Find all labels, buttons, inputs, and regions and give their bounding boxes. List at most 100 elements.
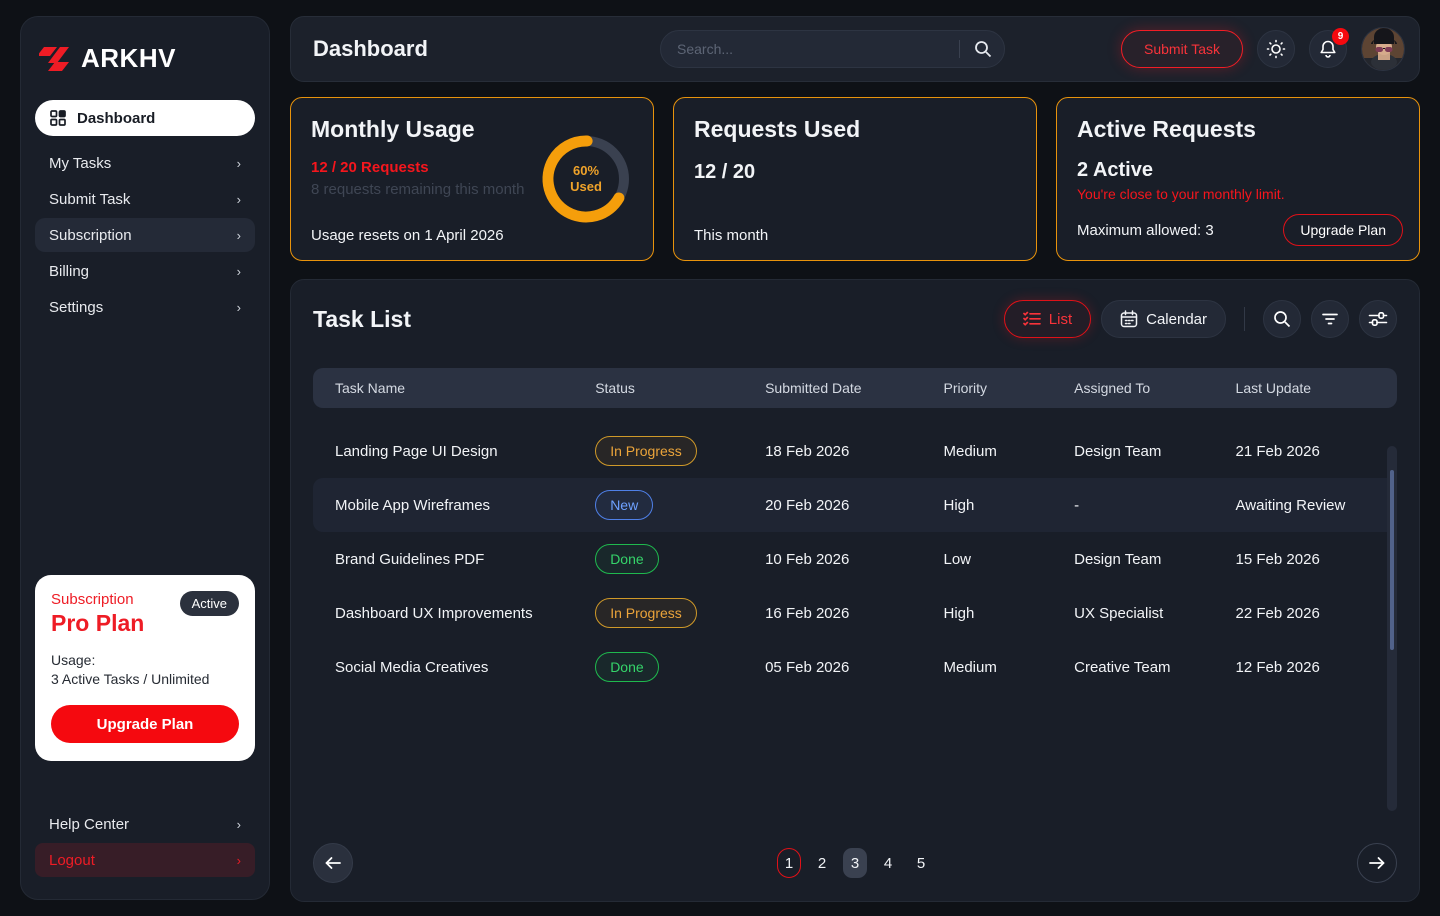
assigned-to-cell: UX Specialist bbox=[1074, 604, 1164, 622]
user-avatar-image bbox=[1362, 28, 1404, 70]
sidebar-item-dashboard[interactable]: Dashboard bbox=[35, 100, 255, 136]
task-name-cell: Brand Guidelines PDF bbox=[335, 550, 485, 568]
table-search-button[interactable] bbox=[1263, 300, 1301, 338]
task-list-card: Task List List bbox=[290, 279, 1420, 902]
sidebar-item-label: Submit Task bbox=[49, 190, 131, 208]
sidebar-item-settings[interactable]: Settings › bbox=[35, 290, 255, 324]
requests-used-title: Requests Used bbox=[694, 116, 861, 142]
table-row[interactable]: Brand Guidelines PDF Done 10 Feb 2026 Lo… bbox=[313, 532, 1397, 586]
last-update-cell: 15 Feb 2026 bbox=[1235, 550, 1320, 568]
sidebar: ARKHV Dashboard My Tasks › Submit Task ›… bbox=[20, 16, 270, 900]
chevron-right-icon: › bbox=[236, 299, 241, 315]
sidebar-item-submit-task[interactable]: Submit Task › bbox=[35, 182, 255, 216]
priority-cell: Low bbox=[943, 550, 972, 568]
view-calendar-button[interactable]: Calendar bbox=[1101, 300, 1226, 338]
user-avatar[interactable] bbox=[1361, 27, 1405, 71]
next-page-button[interactable] bbox=[1357, 843, 1397, 883]
monthly-usage-remaining: 8 requests remaining this month bbox=[311, 181, 525, 198]
active-requests-upgrade-button[interactable]: Upgrade Plan bbox=[1283, 214, 1403, 246]
column-header-priority: Priority bbox=[943, 380, 988, 396]
submitted-date-cell: 05 Feb 2026 bbox=[765, 658, 850, 676]
page-title: Dashboard bbox=[313, 36, 428, 61]
donut-percent-label: 60% bbox=[572, 162, 600, 178]
task-name-cell: Landing Page UI Design bbox=[335, 442, 498, 460]
sun-icon bbox=[1266, 39, 1286, 59]
sidebar-item-my-tasks[interactable]: My Tasks › bbox=[35, 146, 255, 180]
sidebar-upgrade-plan-button[interactable]: Upgrade Plan bbox=[51, 705, 239, 743]
assigned-to-cell: Creative Team bbox=[1074, 658, 1171, 676]
submitted-date-cell: 16 Feb 2026 bbox=[765, 604, 850, 622]
subscription-usage-label: Usage: bbox=[51, 652, 96, 669]
toolbar-divider bbox=[1244, 307, 1245, 331]
notifications-button[interactable]: 9 bbox=[1309, 28, 1349, 68]
bell-icon bbox=[1320, 40, 1336, 58]
status-badge: Done bbox=[595, 544, 659, 574]
list-icon bbox=[1022, 311, 1041, 326]
chevron-right-icon: › bbox=[236, 191, 241, 207]
subscription-card: Subscription Pro Plan Active Usage: 3 Ac… bbox=[35, 575, 255, 761]
priority-cell: Medium bbox=[943, 442, 997, 460]
submitted-date-cell: 18 Feb 2026 bbox=[765, 442, 850, 460]
sidebar-item-logout[interactable]: Logout › bbox=[35, 843, 255, 877]
table-header: Task Name Status Submitted Date Priority Ass… bbox=[313, 368, 1397, 408]
search-bar bbox=[660, 30, 1005, 68]
active-requests-title: Active Requests bbox=[1077, 116, 1256, 142]
priority-cell: Medium bbox=[943, 658, 997, 676]
arrow-right-icon bbox=[1369, 857, 1385, 869]
monthly-usage-reset-note: Usage resets on 1 April 2026 bbox=[311, 227, 504, 244]
donut-caption: Used bbox=[570, 179, 602, 194]
table-scrollbar[interactable] bbox=[1387, 446, 1397, 811]
page-number-2[interactable]: 2 bbox=[817, 854, 827, 872]
monthly-usage-highlight: 12 / 20 Requests bbox=[311, 159, 429, 176]
submit-task-button[interactable]: Submit Task bbox=[1121, 30, 1243, 68]
table-row[interactable]: Dashboard UX Improvements In Progress 16… bbox=[313, 586, 1397, 640]
task-name-cell: Social Media Creatives bbox=[335, 658, 489, 676]
status-cell: Done bbox=[595, 652, 765, 682]
status-badge: In Progress bbox=[595, 436, 697, 466]
priority-cell: High bbox=[943, 496, 975, 514]
notification-count-badge: 9 bbox=[1332, 28, 1349, 45]
assigned-to-cell: Design Team bbox=[1074, 442, 1162, 460]
subscription-usage-value: 3 Active Tasks / Unlimited bbox=[51, 671, 210, 688]
search-input[interactable] bbox=[677, 41, 953, 57]
table-body: Landing Page UI Design In Progress 18 Fe… bbox=[313, 424, 1397, 694]
requests-used-period: This month bbox=[694, 227, 769, 244]
grid-icon bbox=[50, 110, 66, 126]
usage-donut-chart: 60% Used bbox=[539, 132, 633, 226]
sidebar-item-billing[interactable]: Billing › bbox=[35, 254, 255, 288]
previous-page-button[interactable] bbox=[313, 843, 353, 883]
priority-cell: High bbox=[943, 604, 975, 622]
page-number-5[interactable]: 5 bbox=[916, 854, 926, 872]
search-submit-button[interactable] bbox=[970, 36, 996, 62]
table-row[interactable]: Landing Page UI Design In Progress 18 Fe… bbox=[313, 424, 1397, 478]
settings-sliders-button[interactable] bbox=[1359, 300, 1397, 338]
page-number-4[interactable]: 4 bbox=[883, 854, 893, 872]
last-update-cell: 22 Feb 2026 bbox=[1235, 604, 1320, 622]
table-row[interactable]: Social Media Creatives Done 05 Feb 2026 … bbox=[313, 640, 1397, 694]
sidebar-item-label: Logout bbox=[49, 851, 95, 869]
sidebar-item-subscription[interactable]: Subscription › bbox=[35, 218, 255, 252]
status-cell: In Progress bbox=[595, 598, 765, 628]
filter-button[interactable] bbox=[1311, 300, 1349, 338]
status-cell: New bbox=[595, 490, 765, 520]
column-header-task-name: Task Name bbox=[335, 380, 406, 396]
page-number-1[interactable]: 1 bbox=[777, 848, 801, 878]
sidebar-item-help-center[interactable]: Help Center › bbox=[35, 807, 255, 841]
view-list-button[interactable]: List bbox=[1003, 300, 1092, 338]
chevron-right-icon: › bbox=[236, 155, 241, 171]
column-header-submitted-date: Submitted Date bbox=[765, 380, 862, 396]
subscription-status-badge: Active bbox=[179, 591, 239, 617]
monthly-usage-title: Monthly Usage bbox=[311, 116, 475, 142]
topbar-actions: Submit Task 9 bbox=[1121, 27, 1405, 71]
sidebar-item-label: Settings bbox=[49, 298, 104, 316]
scrollbar-thumb[interactable] bbox=[1390, 470, 1394, 650]
page-number-3[interactable]: 3 bbox=[843, 848, 867, 878]
chevron-right-icon: › bbox=[236, 852, 241, 868]
active-requests-card: Active Requests 2 Active You're close to… bbox=[1056, 97, 1420, 261]
theme-toggle-button[interactable] bbox=[1257, 30, 1295, 68]
sidebar-item-label: Help Center bbox=[49, 815, 130, 833]
last-update-cell: 12 Feb 2026 bbox=[1235, 658, 1320, 676]
table-row[interactable]: Mobile App Wireframes New 20 Feb 2026 Hi… bbox=[313, 478, 1397, 532]
arrow-left-icon bbox=[325, 857, 341, 869]
